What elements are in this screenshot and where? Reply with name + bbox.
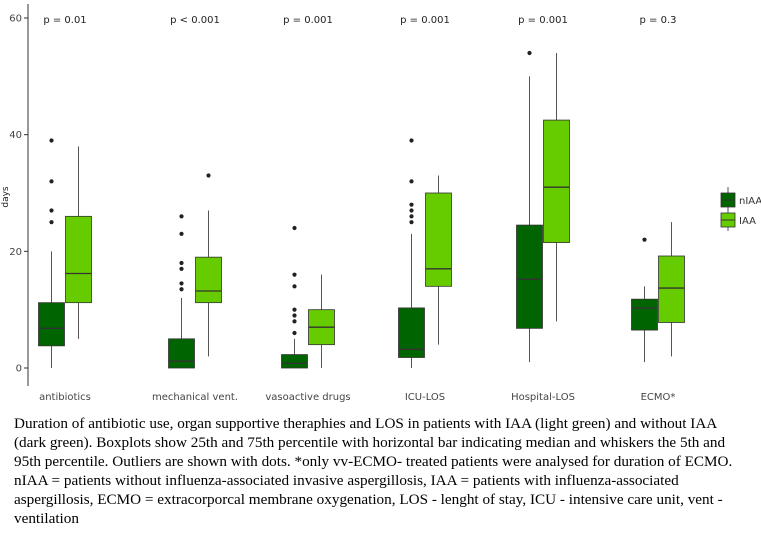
- outlier-point: [179, 281, 184, 286]
- legend-label: nIAA: [739, 196, 761, 207]
- box-niaa-2: [281, 225, 308, 369]
- legend-label: IAA: [739, 216, 756, 227]
- outlier-point: [49, 208, 54, 213]
- outlier-point: [409, 138, 414, 143]
- chart-marks: [38, 50, 685, 369]
- outlier-point: [49, 138, 54, 143]
- outlier-point: [292, 319, 297, 324]
- outlier-point: [49, 179, 54, 184]
- boxplot-chart: 0 20 40 60 days antibiotics p = 0.01 mechanical…: [1, 4, 761, 403]
- box-body: [631, 298, 658, 331]
- y-tick-label: 60: [9, 14, 22, 25]
- x-tick-label: ECMO*: [641, 392, 676, 403]
- axes: 0 20 40 60 days antibiotics p = 0.01 mechanical…: [1, 4, 677, 403]
- x-tick-label: vasoactive drugs: [265, 392, 350, 403]
- box-iaa-4: [543, 53, 570, 322]
- y-tick-label: 40: [9, 130, 22, 141]
- box-body: [38, 302, 65, 347]
- figure-caption: Duration of antibiotic use, organ suppor…: [14, 415, 733, 527]
- y-tick-label: 0: [16, 364, 22, 375]
- outlier-point: [292, 272, 297, 277]
- x-tick-label: Hospital-LOS: [511, 392, 575, 403]
- box-body: [281, 354, 308, 369]
- outlier-point: [292, 330, 297, 336]
- outlier-point: [179, 214, 184, 219]
- outlier-point: [292, 307, 297, 312]
- box-niaa-4: [516, 50, 543, 363]
- outlier-point: [179, 260, 184, 266]
- box-niaa-0: [38, 138, 65, 368]
- outlier-point: [409, 179, 414, 184]
- y-axis-label: days: [1, 186, 11, 208]
- box-body: [425, 192, 452, 287]
- x-tick-label: antibiotics: [39, 392, 91, 403]
- x-tick-label: ICU-LOS: [405, 392, 445, 403]
- p-value-label: p = 0.3: [640, 15, 677, 26]
- box-iaa-1: [195, 173, 222, 357]
- outlier-point: [179, 266, 184, 271]
- box-body: [398, 307, 425, 358]
- box-body: [658, 255, 685, 323]
- outlier-point: [409, 220, 414, 225]
- outlier-point: [292, 284, 297, 289]
- x-tick-label: mechanical vent.: [152, 392, 238, 403]
- box-iaa-0: [65, 146, 92, 339]
- y-tick-label: 20: [9, 247, 22, 258]
- outlier-point: [206, 173, 211, 178]
- p-value-label: p < 0.001: [170, 15, 220, 26]
- outlier-point: [409, 202, 414, 207]
- outlier-point: [527, 50, 532, 56]
- p-value-label: p = 0.001: [283, 15, 333, 26]
- box-body: [65, 215, 92, 304]
- outlier-point: [642, 237, 647, 242]
- p-value-label: p = 0.001: [518, 15, 568, 26]
- outlier-point: [409, 208, 414, 213]
- outlier-point: [49, 220, 54, 225]
- outlier-point: [292, 225, 297, 231]
- p-value-label: p = 0.001: [400, 15, 450, 26]
- box-body: [195, 256, 222, 304]
- outlier-point: [292, 313, 297, 318]
- box-iaa-5: [658, 222, 685, 357]
- box-body: [543, 119, 570, 243]
- box-body: [516, 224, 543, 329]
- box-niaa-3: [398, 138, 425, 368]
- outlier-point: [409, 214, 414, 219]
- box-body: [168, 338, 195, 369]
- box-iaa-2: [308, 274, 335, 368]
- outlier-point: [179, 231, 184, 236]
- box-iaa-3: [425, 175, 452, 345]
- legend: nIAA IAA: [720, 187, 761, 231]
- p-value-label: p = 0.01: [43, 15, 86, 26]
- box-niaa-5: [631, 237, 658, 363]
- box-niaa-1: [168, 214, 195, 369]
- outlier-point: [179, 287, 184, 292]
